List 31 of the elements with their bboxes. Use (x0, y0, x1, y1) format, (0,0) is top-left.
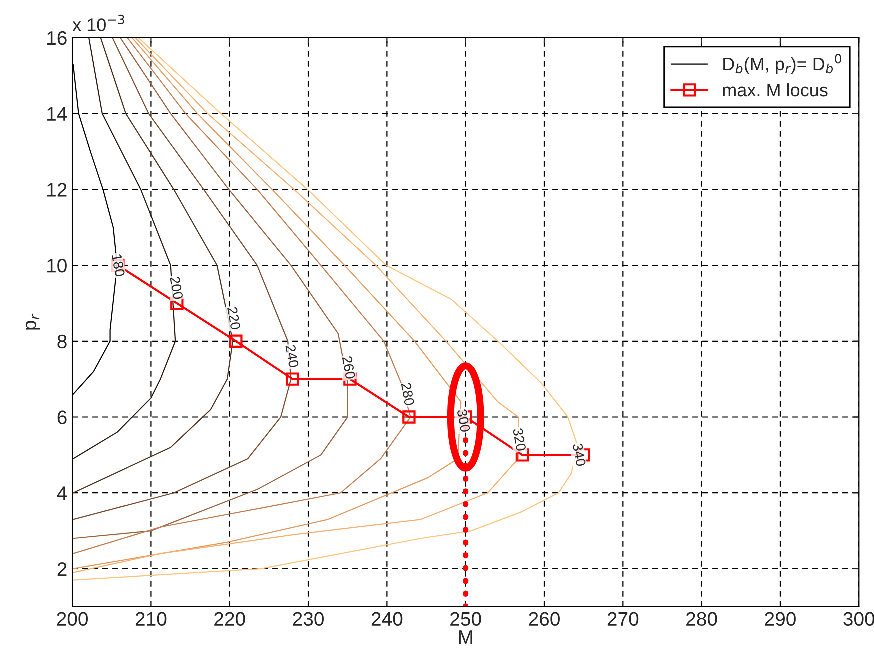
x-tick-label: 290 (765, 612, 796, 626)
annotation: 280 (401, 382, 415, 406)
y-tick-label: 6 (58, 410, 67, 424)
x-axis-title: M (459, 630, 472, 644)
annotation: 340 (572, 443, 586, 467)
y-tick-label: 8 (58, 334, 67, 349)
y-tick-label: 16 (48, 31, 67, 46)
annotation: 320 (512, 428, 526, 452)
x-tick-label: 200 (57, 612, 88, 626)
x-tick-label: 240 (372, 612, 403, 626)
x-tick-label: 220 (214, 612, 246, 626)
annotation: 220 (227, 306, 241, 330)
y-tick-label: 10 (48, 258, 67, 273)
annotation: 200 (170, 276, 184, 300)
legend-label: max. M locus (723, 83, 828, 97)
y-tick-label: 2 (58, 562, 67, 576)
y-axis-title: p$_{r}$ (26, 314, 40, 330)
legend-label: D$_{b}$(M, p$_{r}$)= D$_{b}$$^{0}$ (724, 54, 842, 74)
y-tick-label: 12 (48, 183, 67, 197)
annotation: 260 (342, 356, 356, 380)
x-tick-label: 230 (293, 612, 324, 626)
annotation: 300 (457, 409, 471, 433)
x-tick-label: 260 (529, 612, 560, 626)
text: x 10$^{−3}$ (72, 14, 124, 32)
x-tick-label: 270 (608, 612, 639, 626)
y-tick-label: 14 (48, 107, 68, 121)
annotation: 240 (286, 344, 300, 368)
x-tick-label: 280 (686, 612, 718, 626)
x-tick-label: 210 (136, 612, 167, 626)
y-tick-label: 4 (57, 486, 68, 500)
x-tick-label: 250 (450, 612, 482, 626)
